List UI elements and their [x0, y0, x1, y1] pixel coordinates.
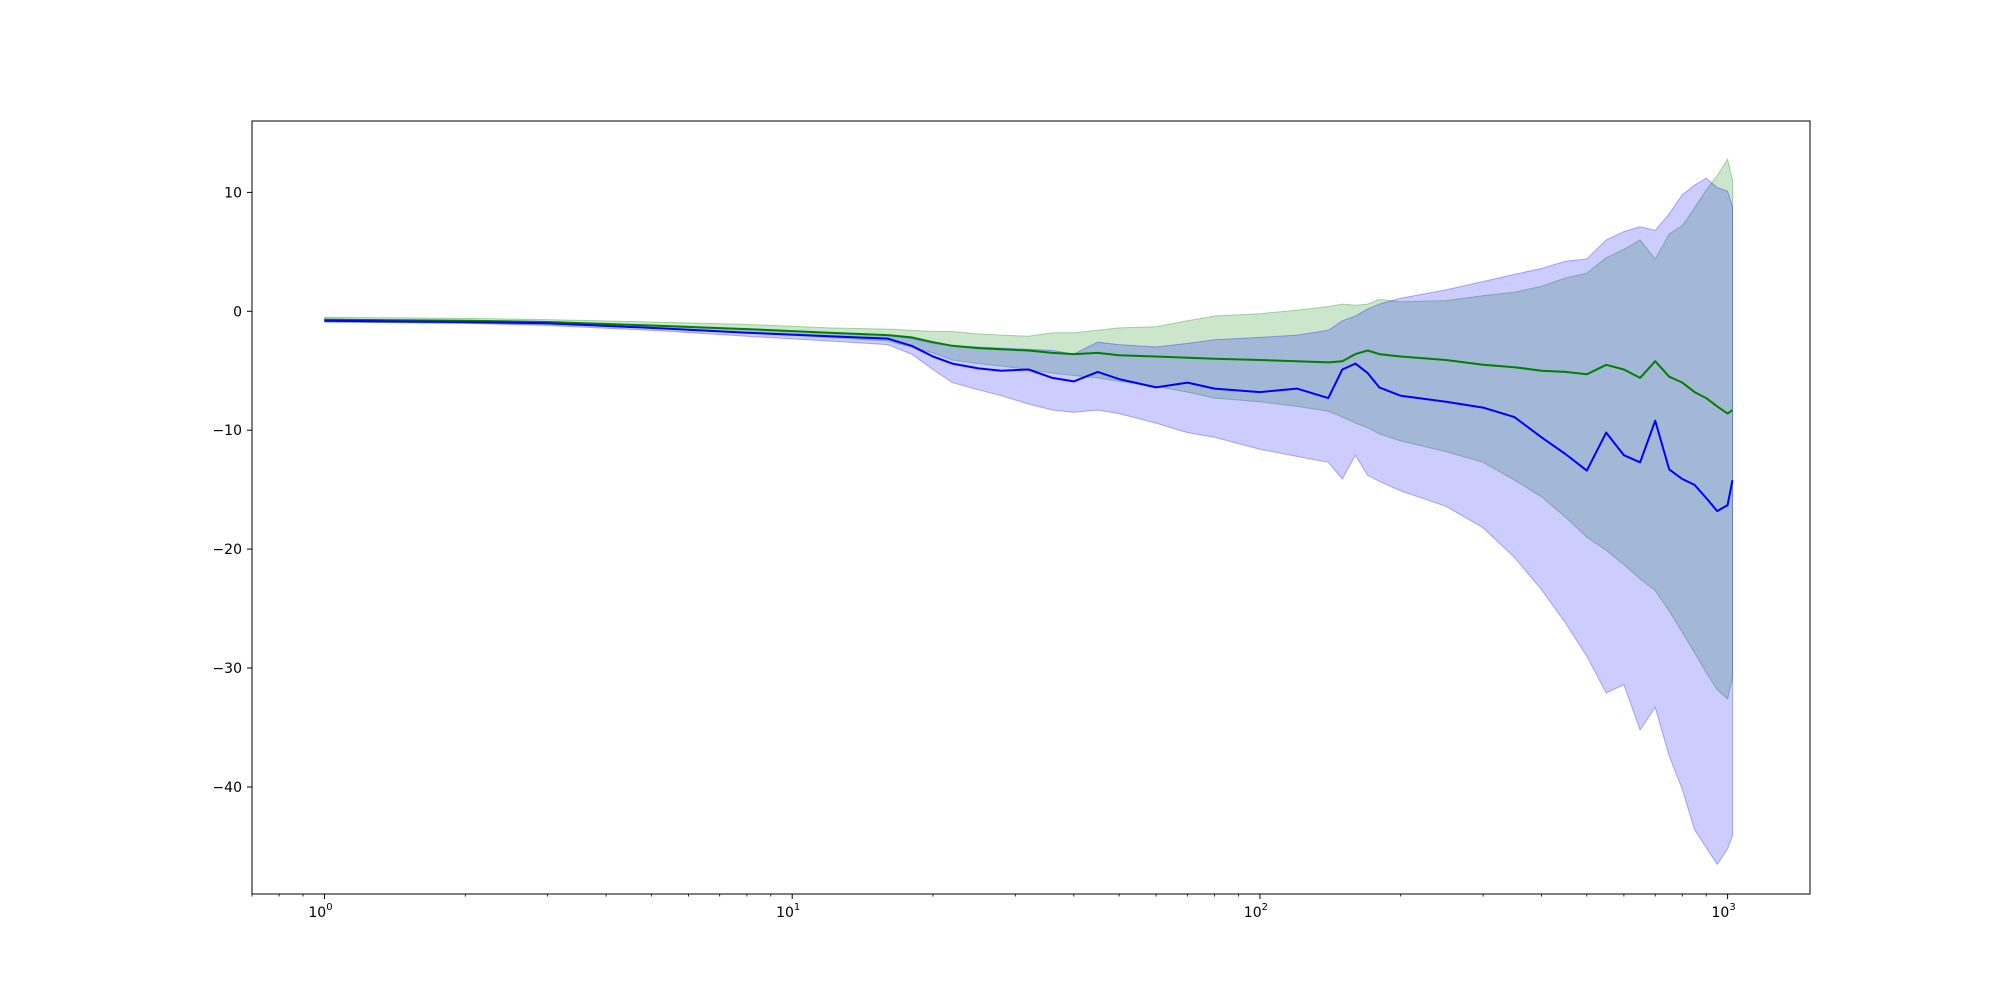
- y-tick-label: 0: [233, 304, 242, 320]
- y-tick-label: −20: [212, 542, 242, 558]
- series-1-line: [324, 319, 1734, 513]
- confidence-bands: [324, 157, 1733, 866]
- series-lines: [324, 318, 1734, 513]
- y-tick-label: 10: [224, 185, 242, 201]
- series-0-band: [324, 157, 1733, 700]
- series-0-line: [324, 318, 1734, 415]
- y-axis: 10 0 −10 −20 −30 −40: [212, 185, 252, 796]
- x-tick-exponent: 0: [326, 902, 332, 913]
- x-tick-exponent: 2: [1262, 902, 1268, 913]
- y-tick-label: −40: [212, 780, 242, 796]
- plot-area-frame: [251, 120, 1811, 895]
- y-tick-label: −10: [212, 423, 242, 439]
- y-tick-label: −30: [212, 661, 242, 677]
- x-tick-exponent: 1: [794, 902, 800, 913]
- x-tick-exponent: 3: [1729, 902, 1735, 913]
- series-1-band: [324, 177, 1733, 866]
